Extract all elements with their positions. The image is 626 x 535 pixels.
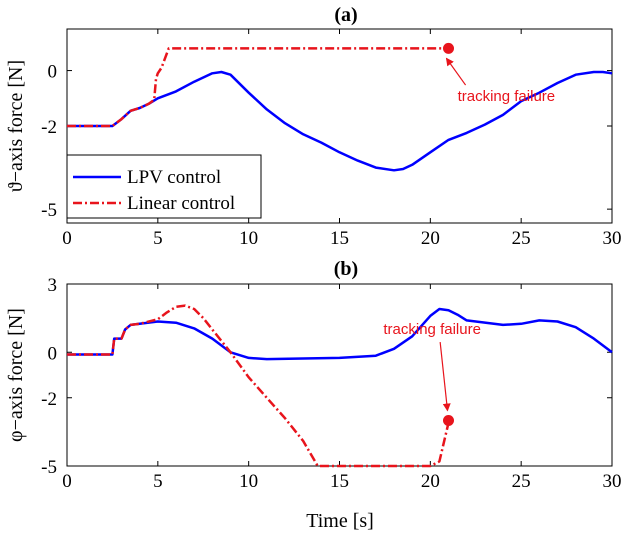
panel-a-annotation: tracking failure [458, 88, 556, 105]
panel-a-series [67, 42, 613, 172]
legend-box [66, 154, 262, 219]
panel-a-y-axis-label: ϑ−axis force [N] [5, 60, 27, 192]
series-line-lpv [67, 70, 613, 172]
x-tick-label: 5 [153, 228, 163, 249]
y-tick-label: -5 [41, 457, 57, 478]
panel-b-series [67, 304, 613, 468]
panel-b-annotation-arrow [439, 341, 451, 412]
panel-b-annotation: tracking failure [383, 321, 481, 338]
x-tick-label: 30 [603, 228, 622, 249]
x-tick-label: 0 [62, 228, 72, 249]
x-axis-label: Time [s] [306, 510, 374, 532]
panel-b-x-ticks: 0 5 10 15 20 25 30 [62, 284, 622, 492]
legend-label-linear: Linear control [127, 193, 235, 214]
y-tick-label: -2 [41, 117, 57, 138]
x-tick-label: 25 [512, 228, 531, 249]
panel-b-axes-box [66, 283, 613, 467]
tracking-failure-marker [443, 415, 454, 426]
x-tick-label: 5 [153, 471, 163, 492]
x-tick-label: 30 [603, 471, 622, 492]
series-line-lpv [67, 307, 613, 361]
y-tick-label: 3 [48, 275, 58, 296]
panel-a-title: (a) [334, 4, 357, 26]
x-tick-label: 20 [421, 228, 440, 249]
panel-a: (a) 0 5 10 15 20 25 30 -5-20 ϑ−axis force [N] … [5, 4, 622, 249]
y-tick-label: -5 [41, 200, 57, 221]
panel-b-title: (b) [334, 258, 358, 280]
panel-a-annotation-arrow [445, 57, 467, 86]
x-tick-label: 25 [512, 471, 531, 492]
series-line-linear [67, 47, 449, 128]
panel-a-x-ticks: 0 5 10 15 20 25 30 [62, 29, 622, 249]
y-tick-label: 0 [48, 62, 58, 83]
panel-b-y-ticks: -5 -2 0 3 [41, 275, 612, 478]
y-tick-label: 0 [48, 343, 58, 364]
x-tick-label: 10 [239, 228, 258, 249]
panel-a-y-ticks: -5 -2 0 [41, 62, 612, 221]
panel-b: (b) 0 5 10 15 20 25 30 -5 -2 0 3 φ−axis force [N]… [5, 258, 622, 532]
y-tick-label: -2 [41, 389, 57, 410]
x-tick-label: 15 [330, 228, 349, 249]
panel-b-y-axis-label: φ−axis force [N] [5, 308, 27, 442]
tracking-failure-marker [443, 42, 454, 54]
series-line-linear [67, 304, 450, 468]
legend-label-lpv: LPV control [127, 167, 221, 188]
x-tick-label: 15 [330, 471, 349, 492]
x-tick-label: 10 [239, 471, 258, 492]
legend: LPV control Linear control [66, 154, 262, 219]
x-tick-label: 0 [62, 471, 72, 492]
x-tick-label: 20 [421, 471, 440, 492]
